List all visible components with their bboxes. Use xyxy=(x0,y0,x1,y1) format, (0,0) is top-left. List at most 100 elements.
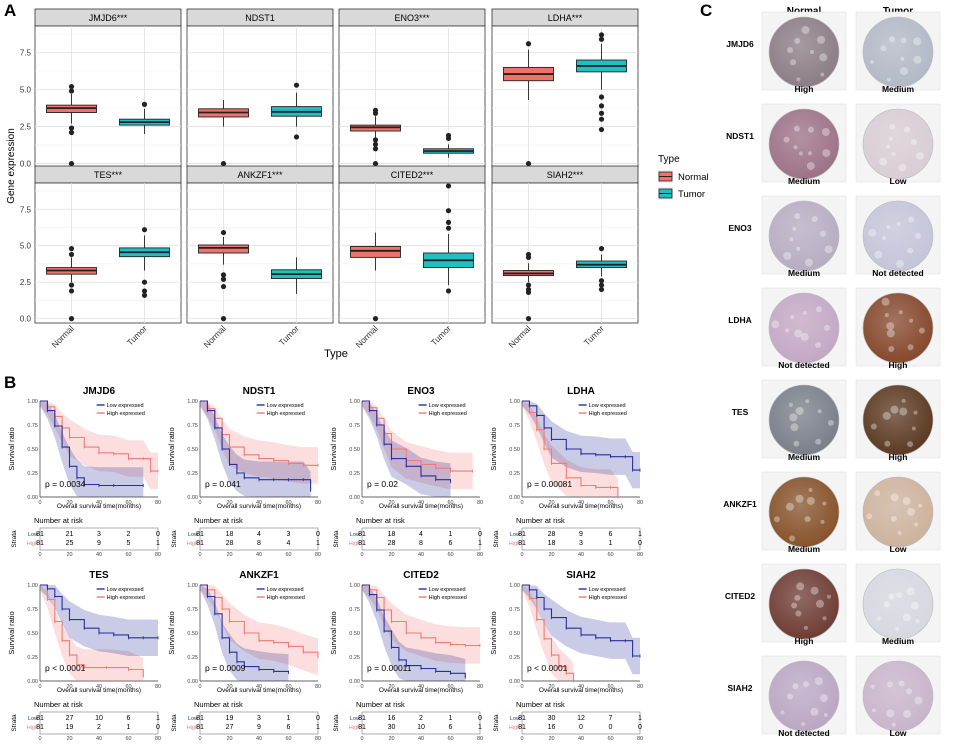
km-confidence-band xyxy=(200,401,311,497)
ihc-tissue-texture xyxy=(886,709,895,718)
facet-title: CITED2*** xyxy=(391,170,434,180)
km-curve-high xyxy=(362,400,473,472)
ihc-gene-label: ENO3 xyxy=(728,223,751,233)
ihc-gene-label: LDHA xyxy=(728,315,752,325)
box-outlier xyxy=(141,279,148,285)
ihc-tissue-texture xyxy=(880,45,887,52)
ihc-tissue-texture xyxy=(810,707,819,716)
km-y-tick-label: 1.00 xyxy=(509,583,520,589)
facet-title: LDHA*** xyxy=(548,13,583,23)
ihc-tissue-texture xyxy=(790,315,795,320)
ihc-tissue-texture xyxy=(792,226,797,231)
facet-title: ANKZF1*** xyxy=(237,170,283,180)
ihc-tissue-texture xyxy=(817,409,822,414)
box-outlier xyxy=(68,282,75,288)
risk-count: 81 xyxy=(36,531,44,538)
facet-title: SIAH2*** xyxy=(547,170,584,180)
ihc-tissue-texture xyxy=(886,77,891,82)
risk-x-tick-label: 40 xyxy=(96,736,102,742)
box-outlier xyxy=(525,316,532,322)
km-legend-low: Low expressed xyxy=(107,403,144,409)
risk-count: 8 xyxy=(419,540,423,547)
risk-x-tick-label: 60 xyxy=(285,736,291,742)
risk-strata-label: Low xyxy=(188,532,198,538)
panel-b-survival: JMJD6 Survival ratio 0.00 0.25 0.50 0.75 1.00 L… xyxy=(7,386,643,742)
km-y-tick-label: 0.25 xyxy=(509,655,520,661)
ihc-tissue-texture xyxy=(899,67,908,76)
risk-count: 0 xyxy=(638,724,642,731)
ihc-tissue-texture xyxy=(821,127,830,136)
y-tick-label: 7.5 xyxy=(20,205,32,214)
ihc-tissue-texture xyxy=(899,407,908,416)
box-outlier xyxy=(372,316,379,322)
km-y-tick-label: 0.25 xyxy=(187,655,198,661)
ihc-level-label: Low xyxy=(890,728,907,738)
box-outlier xyxy=(598,110,605,116)
ihc-tissue-texture xyxy=(896,259,905,268)
risk-x-tick-label: 0 xyxy=(198,552,201,558)
km-x-tick-label: 40 xyxy=(578,500,584,506)
ihc-gene-label: NDST1 xyxy=(726,131,754,141)
ihc-tissue-texture xyxy=(801,26,810,35)
risk-table-title: Number at risk xyxy=(356,516,405,525)
ihc-tissue-texture xyxy=(794,37,801,44)
ihc-tissue-texture xyxy=(823,324,830,331)
risk-strata-title: Strata xyxy=(171,714,178,732)
km-legend-low: Low expressed xyxy=(429,587,466,593)
km-x-tick-label: 80 xyxy=(155,500,161,506)
risk-x-tick-label: 60 xyxy=(447,552,453,558)
ihc-tissue-texture xyxy=(898,163,907,172)
risk-x-tick-label: 40 xyxy=(578,552,584,558)
y-tick-label: 5.0 xyxy=(20,86,32,95)
km-p-value: p = 0.0009 xyxy=(205,663,246,673)
risk-x-tick-label: 40 xyxy=(578,736,584,742)
risk-count: 5 xyxy=(127,540,131,547)
risk-count: 1 xyxy=(449,715,453,722)
ihc-tissue-texture xyxy=(815,341,822,348)
km-x-tick-label: 20 xyxy=(66,500,72,506)
ihc-tissue-texture xyxy=(824,245,833,254)
risk-count: 81 xyxy=(196,540,204,547)
risk-count: 81 xyxy=(36,724,44,731)
ihc-tissue-texture xyxy=(793,125,800,132)
km-legend-high: High expressed xyxy=(429,595,467,601)
km-y-tick-label: 0.25 xyxy=(509,471,520,477)
box-outlier xyxy=(141,227,148,233)
km-x-tick-label: 40 xyxy=(256,684,262,690)
km-y-tick-label: 0.75 xyxy=(187,607,198,613)
risk-count: 1 xyxy=(638,715,642,722)
km-x-tick-label: 20 xyxy=(388,500,394,506)
km-title: LDHA xyxy=(567,386,595,397)
ihc-tissue-core xyxy=(768,292,840,364)
box-outlier xyxy=(141,292,148,298)
ihc-tissue-texture xyxy=(785,328,790,333)
risk-count: 2 xyxy=(419,715,423,722)
risk-count: 9 xyxy=(257,724,261,731)
facet-panel xyxy=(338,25,486,169)
panel-letter-b: B xyxy=(4,373,16,392)
km-confidence-band xyxy=(362,585,466,681)
km-y-axis-title: Survival ratio xyxy=(489,427,498,470)
box-outlier xyxy=(220,276,227,282)
risk-x-tick-label: 20 xyxy=(548,736,554,742)
ihc-tissue-texture xyxy=(801,721,806,726)
risk-strata-label: High xyxy=(509,725,520,731)
km-curve-low xyxy=(200,584,290,673)
km-x-tick-label: 0 xyxy=(520,684,523,690)
ihc-header-tumor: Tumor xyxy=(883,6,913,17)
km-confidence-band xyxy=(200,585,318,676)
ihc-tissue-texture xyxy=(800,332,809,341)
ihc-level-label: Medium xyxy=(882,636,915,646)
km-y-tick-label: 0.00 xyxy=(509,679,520,685)
km-y-tick-label: 0.50 xyxy=(349,447,360,453)
km-y-tick-label: 0.00 xyxy=(187,679,198,685)
ihc-level-label: Medium xyxy=(788,176,821,186)
risk-count: 30 xyxy=(388,724,396,731)
km-confidence-band xyxy=(200,585,289,681)
box-outlier xyxy=(68,88,75,94)
box-outlier xyxy=(598,286,605,293)
ihc-tissue-texture xyxy=(890,405,899,414)
ihc-tissue-texture xyxy=(789,535,796,542)
ihc-level-label: Not detected xyxy=(872,268,923,278)
risk-strata-title: Strata xyxy=(493,530,500,548)
